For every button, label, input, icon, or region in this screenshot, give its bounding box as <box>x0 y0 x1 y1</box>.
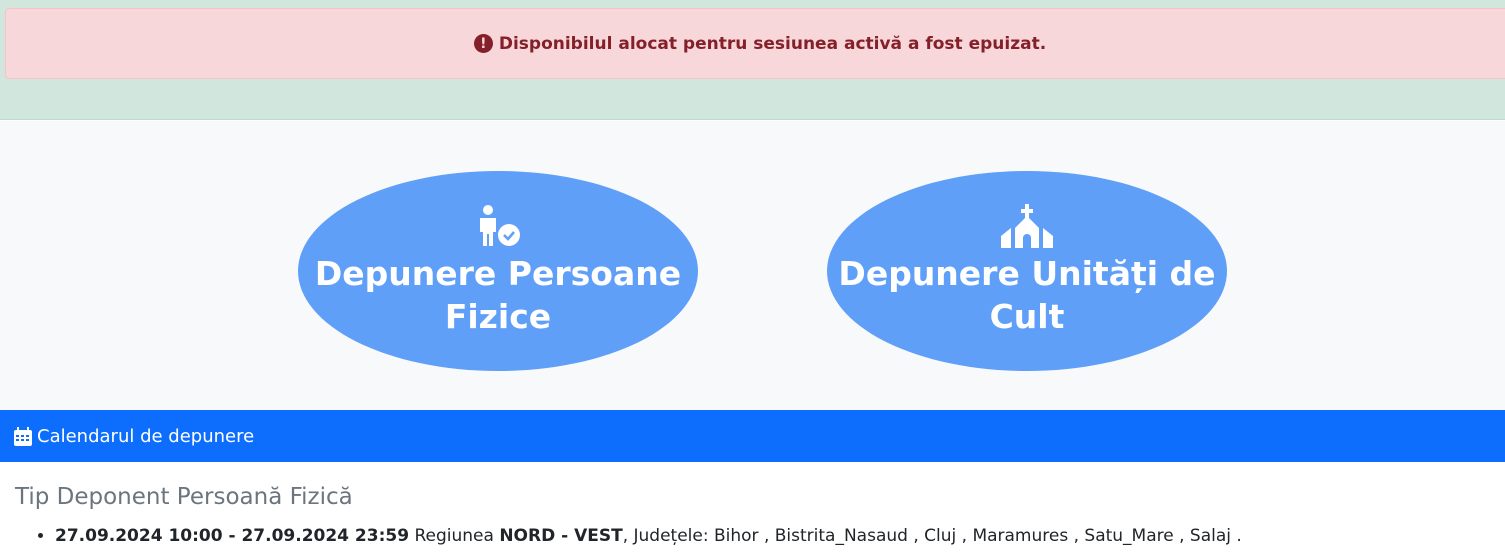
option-label: Depunere Unități de Cult <box>838 254 1216 336</box>
status-area: ! Disponibilul alocat pentru sesiunea ac… <box>0 0 1505 120</box>
exclamation-circle-icon: ! <box>473 34 493 53</box>
list-item: 27.09.2024 10:00 - 27.09.2024 23:59 Regi… <box>55 526 1242 546</box>
calendar-icon <box>14 426 32 446</box>
calendar-header: Calendarul de depunere <box>0 410 1505 462</box>
section-title: Tip Deponent Persoană Fizică <box>15 484 353 510</box>
counties: , Județele: Bihor , Bistrita_Nasaud , Cl… <box>622 526 1242 546</box>
alert-danger: ! Disponibilul alocat pentru sesiunea ac… <box>5 8 1505 79</box>
deposit-options: Depunere Persoane Fizice Depunere Unităț… <box>0 121 1505 410</box>
alert-text: Disponibilul alocat pentru sesiunea acti… <box>498 33 1047 54</box>
schedule-list: 27.09.2024 10:00 - 27.09.2024 23:59 Regi… <box>55 526 1242 546</box>
option-label: Depunere Persoane Fizice <box>314 254 682 336</box>
depunere-unitati-cult-button[interactable]: Depunere Unități de Cult <box>827 171 1227 371</box>
calendar-title: Calendarul de depunere <box>37 425 255 447</box>
church-icon <box>1001 204 1053 248</box>
region-label: Regiunea <box>414 526 494 546</box>
region: NORD - VEST <box>499 526 623 546</box>
person-check-icon <box>480 205 520 246</box>
depunere-persoane-fizice-button[interactable]: Depunere Persoane Fizice <box>298 171 698 371</box>
period: 27.09.2024 10:00 - 27.09.2024 23:59 <box>55 526 410 546</box>
